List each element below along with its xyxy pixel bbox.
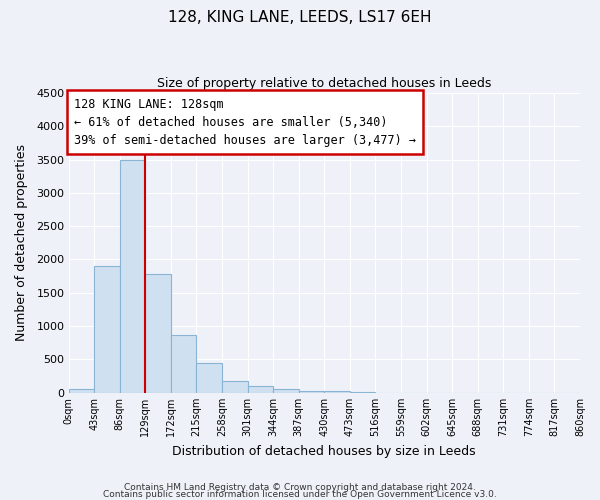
- Text: 128, KING LANE, LEEDS, LS17 6EH: 128, KING LANE, LEEDS, LS17 6EH: [168, 10, 432, 25]
- Text: 128 KING LANE: 128sqm
← 61% of detached houses are smaller (5,340)
39% of semi-d: 128 KING LANE: 128sqm ← 61% of detached …: [74, 98, 416, 146]
- Bar: [248, 386, 273, 392]
- Title: Size of property relative to detached houses in Leeds: Size of property relative to detached ho…: [157, 78, 491, 90]
- Bar: [196, 362, 222, 392]
- Bar: [94, 266, 120, 392]
- Bar: [299, 390, 325, 392]
- Y-axis label: Number of detached properties: Number of detached properties: [15, 144, 28, 342]
- Text: Contains HM Land Registry data © Crown copyright and database right 2024.: Contains HM Land Registry data © Crown c…: [124, 484, 476, 492]
- Bar: [171, 336, 196, 392]
- Bar: [222, 381, 248, 392]
- X-axis label: Distribution of detached houses by size in Leeds: Distribution of detached houses by size …: [172, 444, 476, 458]
- Text: Contains public sector information licensed under the Open Government Licence v3: Contains public sector information licen…: [103, 490, 497, 499]
- Bar: [145, 274, 171, 392]
- Bar: [120, 160, 145, 392]
- Bar: [68, 390, 94, 392]
- Bar: [273, 389, 299, 392]
